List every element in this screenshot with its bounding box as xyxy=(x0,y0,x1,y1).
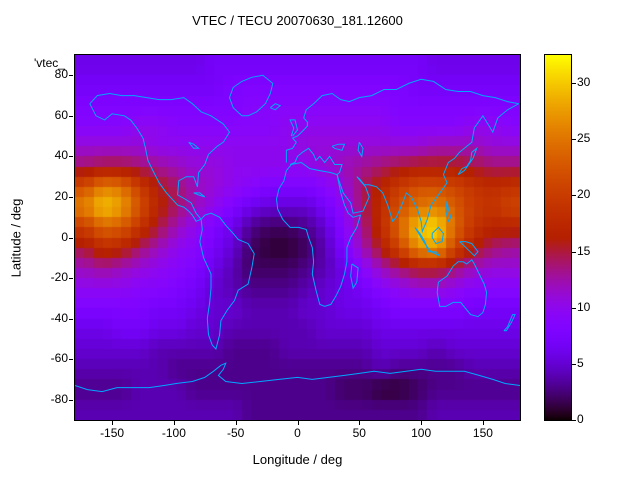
colorbar-tick-mark xyxy=(572,139,576,141)
coastline-australia xyxy=(436,259,488,318)
y-tick-label: 40 xyxy=(54,148,68,163)
x-tick-label: 0 xyxy=(294,426,301,440)
coastline-iceland xyxy=(269,103,282,111)
y-tick-mark xyxy=(69,237,73,239)
colorbar-canvas xyxy=(545,55,571,420)
x-tick-label: 50 xyxy=(352,426,366,440)
coastline-new-guinea xyxy=(459,241,479,257)
coastline-europe-atlantic xyxy=(285,117,308,163)
y-tick-mark xyxy=(69,156,73,158)
coastline-sumatra-java xyxy=(414,227,441,257)
y-tick-label: 20 xyxy=(54,188,68,203)
colorbar xyxy=(544,54,572,421)
coastline-africa xyxy=(275,161,362,307)
colorbar-tick-label: 5 xyxy=(577,355,584,370)
coastline-new-zealand xyxy=(503,314,516,332)
coastline-black-sea xyxy=(331,143,346,151)
coastline-eurasia-north xyxy=(303,78,519,119)
coastline-greenland xyxy=(228,74,274,117)
y-tick-mark xyxy=(69,318,73,320)
colorbar-tick-mark xyxy=(572,251,576,253)
colorbar-tick-label: 30 xyxy=(577,75,591,90)
x-tick-mark xyxy=(421,421,423,425)
colorbar-tick-mark xyxy=(572,363,576,365)
chart-title: VTEC / TECU 20070630_181.12600 xyxy=(192,13,403,28)
colorbar-tick-label: 10 xyxy=(577,299,591,314)
colorbar-tick-label: 20 xyxy=(577,187,591,202)
coastline-antarctica xyxy=(75,362,520,393)
colorbar-tick-mark xyxy=(572,420,576,421)
y-tick-label: -80 xyxy=(50,391,68,406)
x-tick-mark xyxy=(173,421,175,425)
x-tick-label: -150 xyxy=(100,426,125,440)
x-tick-label: -100 xyxy=(161,426,186,440)
y-tick-mark xyxy=(69,359,73,361)
coastlines-overlay xyxy=(75,74,520,393)
x-tick-mark xyxy=(112,421,114,425)
y-tick-mark xyxy=(69,196,73,198)
coastline-na-east xyxy=(89,92,231,187)
y-tick-mark xyxy=(69,399,73,401)
coastline-borneo xyxy=(431,226,444,245)
y-tick-label: -20 xyxy=(50,270,68,285)
x-axis-title: Longitude / deg xyxy=(252,452,343,467)
y-tick-label: -40 xyxy=(50,310,68,325)
x-tick-label: 100 xyxy=(411,426,432,440)
x-tick-mark xyxy=(482,421,484,425)
y-tick-label: 80 xyxy=(54,67,68,82)
y-tick-mark xyxy=(69,115,73,117)
y-tick-label: 60 xyxy=(54,107,68,122)
coastline-cuba xyxy=(193,192,206,198)
colorbar-tick-label: 25 xyxy=(577,131,591,146)
heatmap-canvas xyxy=(75,55,520,420)
plot-area xyxy=(74,54,521,421)
coastline-asia-east-south xyxy=(336,103,520,234)
x-tick-mark xyxy=(297,421,299,425)
coastline-south-america xyxy=(199,212,255,351)
y-tick-label: 0 xyxy=(61,229,68,244)
x-tick-label: -50 xyxy=(227,426,245,440)
x-tick-label: 150 xyxy=(472,426,493,440)
y-tick-label: -60 xyxy=(50,351,68,366)
coastline-madagascar xyxy=(350,263,359,290)
coastline-mediterranean-north xyxy=(289,147,343,175)
coastline-japan xyxy=(457,146,478,176)
y-tick-mark xyxy=(69,278,73,280)
y-axis-title: Latitude / deg xyxy=(8,198,24,278)
coastline-north-america xyxy=(89,103,202,222)
colorbar-tick-label: 0 xyxy=(577,412,584,426)
coastline-gulf xyxy=(177,176,202,220)
coastline-caspian-sea xyxy=(357,141,364,158)
legend-label: 'vtec_ xyxy=(34,56,65,70)
x-tick-mark xyxy=(359,421,361,425)
coastline-britain xyxy=(289,119,299,137)
coastline-great-lakes xyxy=(188,141,200,149)
colorbar-tick-label: 15 xyxy=(577,243,591,258)
colorbar-tick-mark xyxy=(572,307,576,309)
colorbar-tick-mark xyxy=(572,195,576,197)
x-tick-mark xyxy=(235,421,237,425)
colorbar-tick-mark xyxy=(572,83,576,85)
coastline-philippines xyxy=(445,200,452,223)
y-tick-mark xyxy=(69,75,73,77)
